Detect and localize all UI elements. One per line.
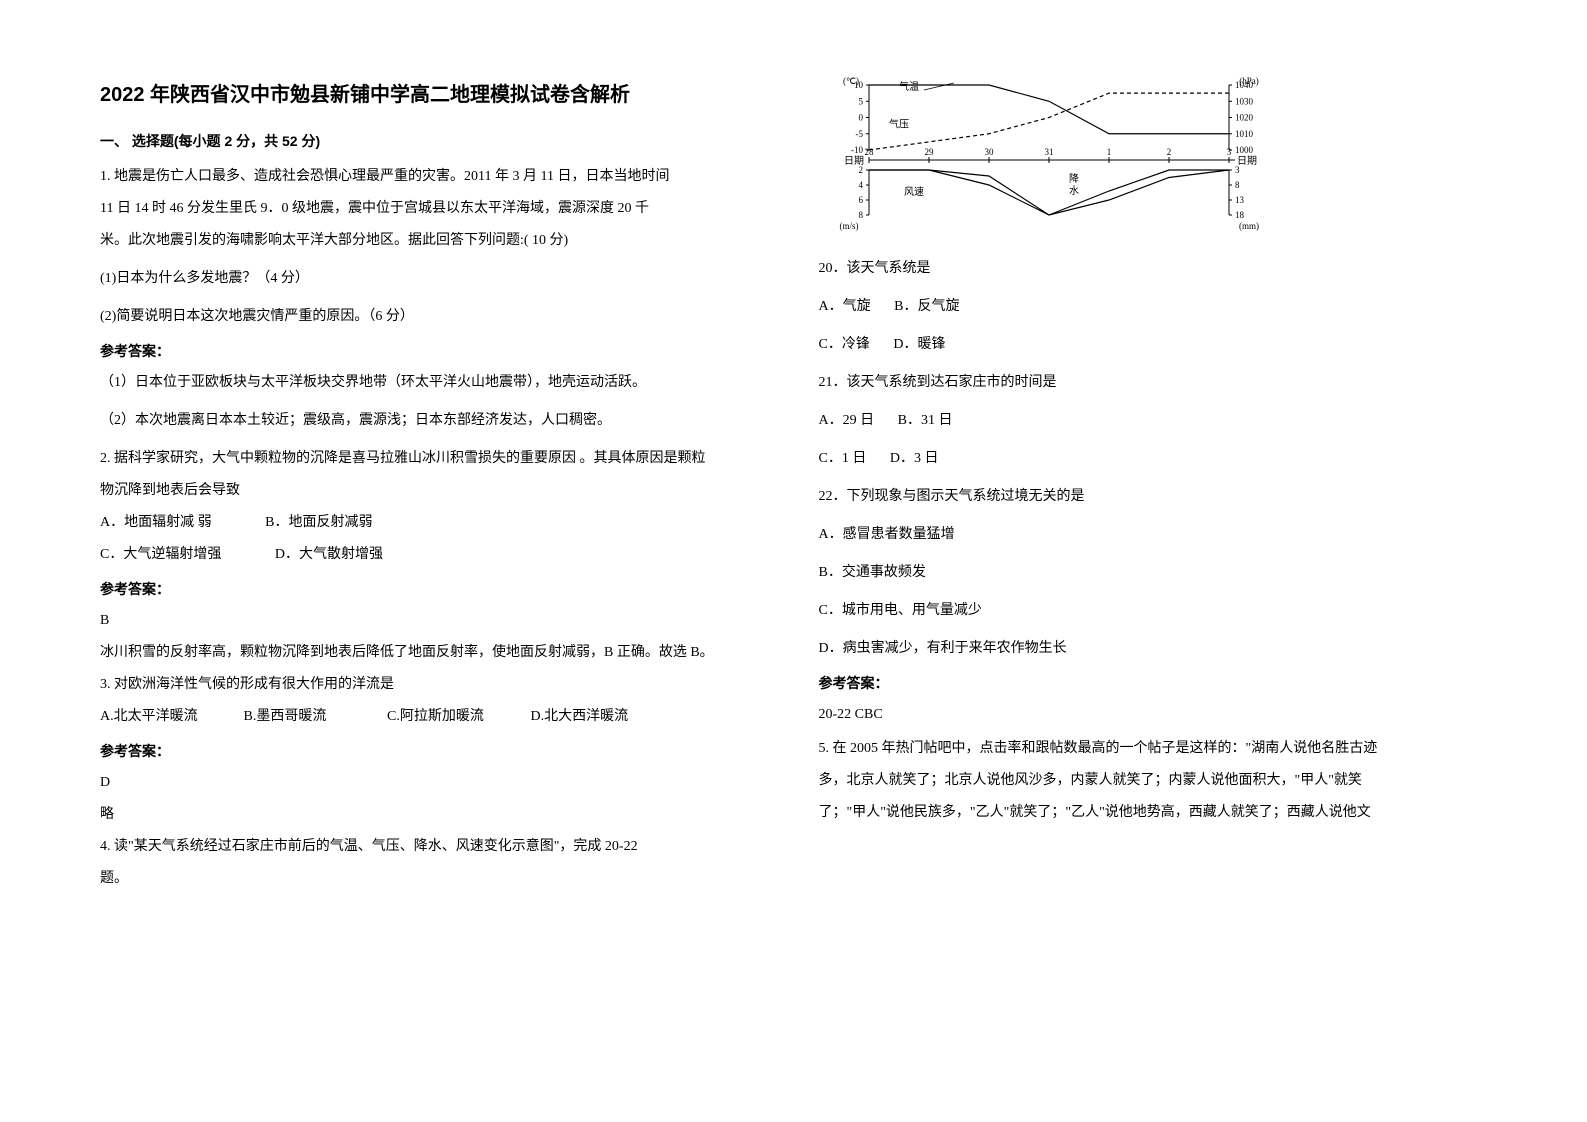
q22-optD: D．病虫害减少，有利于来年农作物生长	[819, 635, 1488, 663]
q2-optB: B．地面反射减弱	[265, 509, 372, 537]
answer-label: 参考答案：	[819, 669, 1488, 697]
weather-chart-svg: 1050-5-10(℃)10401030102010101000(hPa)282…	[819, 75, 1279, 245]
q3-stem: 3. 对欧洲海洋性气候的形成有很大作用的洋流是	[100, 671, 769, 699]
q3-optD: D.北大西洋暖流	[531, 703, 629, 731]
q5-line1: 5. 在 2005 年热门帖吧中，点击率和跟帖数最高的一个帖子是这样的："湖南人…	[819, 735, 1488, 763]
svg-text:(m/s): (m/s)	[839, 221, 858, 231]
answer-label: 参考答案：	[100, 337, 769, 365]
q3-optA: A.北太平洋暖流	[100, 703, 240, 731]
q2-stem-line2: 物沉降到地表后会导致	[100, 477, 769, 505]
q22-optC: C．城市用电、用气量减少	[819, 597, 1488, 625]
q2-ans: B	[100, 607, 769, 635]
q2-stem-line1: 2. 据科学家研究，大气中颗粒物的沉降是喜马拉雅山冰川积雪损失的重要原因 。其具…	[100, 445, 769, 473]
svg-text:28: 28	[864, 147, 874, 157]
q20-row2: C．冷锋 D．暖锋	[819, 331, 1488, 359]
svg-text:2: 2	[1166, 147, 1171, 157]
q1-stem-line3: 米。此次地震引发的海啸影响太平洋大部分地区。据此回答下列问题:( 10 分)	[100, 227, 769, 255]
q3-optC: C.阿拉斯加暖流	[387, 703, 527, 731]
q3-ans: D	[100, 769, 769, 797]
q21-row2: C．1 日 D．3 日	[819, 445, 1488, 473]
svg-text:5: 5	[858, 96, 863, 106]
svg-text:31: 31	[1044, 147, 1053, 157]
svg-text:4: 4	[858, 180, 863, 190]
svg-text:8: 8	[858, 210, 863, 220]
weather-chart: 1050-5-10(℃)10401030102010101000(hPa)282…	[819, 75, 1279, 245]
q2-optD: D．大气散射增强	[275, 541, 383, 569]
svg-text:(℃): (℃)	[842, 76, 858, 86]
svg-text:30: 30	[984, 147, 994, 157]
svg-text:3: 3	[1235, 165, 1240, 175]
q21-optB: B．31 日	[898, 407, 953, 435]
svg-text:(mm): (mm)	[1239, 221, 1259, 231]
svg-text:1030: 1030	[1235, 96, 1254, 106]
q3-optB: B.墨西哥暖流	[244, 703, 384, 731]
svg-text:气压: 气压	[889, 117, 909, 130]
svg-text:降: 降	[1069, 172, 1079, 185]
svg-text:0: 0	[858, 113, 863, 123]
svg-text:1000: 1000	[1235, 145, 1254, 155]
q1-sub2: (2)简要说明日本这次地震灾情严重的原因。（6 分）	[100, 303, 769, 331]
q20-optB: B．反气旋	[894, 293, 959, 321]
q2-optC: C．大气逆辐射增强	[100, 541, 221, 569]
q1-stem-line1: 1. 地震是伤亡人口最多、造成社会恐惧心理最严重的灾害。2011 年 3 月 1…	[100, 163, 769, 191]
svg-text:风速: 风速	[904, 186, 924, 198]
svg-text:18: 18	[1235, 210, 1245, 220]
left-column: 2022 年陕西省汉中市勉县新铺中学高二地理模拟试卷含解析 一、 选择题(每小题…	[100, 75, 769, 1082]
q21-optC: C．1 日	[819, 445, 867, 473]
q22-optA: A．感冒患者数量猛增	[819, 521, 1488, 549]
q21-stem: 21．该天气系统到达石家庄市的时间是	[819, 369, 1488, 397]
q1-ans1: （1）日本位于亚欧板块与太平洋板块交界地带（环太平洋火山地震带），地壳运动活跃。	[100, 369, 769, 397]
q3-options: A.北太平洋暖流 B.墨西哥暖流 C.阿拉斯加暖流 D.北大西洋暖流	[100, 703, 769, 731]
ans-20-22: 20-22 CBC	[819, 701, 1488, 729]
q2-optA: A．地面辐射减 弱	[100, 509, 212, 537]
svg-text:6: 6	[858, 195, 863, 205]
q2-options-row2: C．大气逆辐射增强 D．大气散射增强	[100, 541, 769, 569]
q22-optB: B．交通事故频发	[819, 559, 1488, 587]
svg-text:-5: -5	[855, 129, 863, 139]
q2-expl: 冰川积雪的反射率高，颗粒物沉降到地表后降低了地面反射率，使地面反射减弱，B 正确…	[100, 639, 769, 667]
document-title: 2022 年陕西省汉中市勉县新铺中学高二地理模拟试卷含解析	[100, 75, 769, 115]
q5-line3: 了；"甲人"说他民族多，"乙人"就笑了；"乙人"说他地势高，西藏人就笑了；西藏人…	[819, 799, 1488, 827]
answer-label: 参考答案：	[100, 737, 769, 765]
svg-text:(hPa): (hPa)	[1239, 76, 1259, 86]
svg-text:水: 水	[1069, 185, 1079, 197]
svg-text:13: 13	[1235, 195, 1245, 205]
svg-text:日期: 日期	[1237, 155, 1257, 167]
q1-ans2: （2）本次地震离日本本土较近；震级高，震源浅；日本东部经济发达，人口稠密。	[100, 407, 769, 435]
svg-text:气温: 气温	[899, 80, 919, 93]
q21-optD: D．3 日	[890, 445, 939, 473]
q2-options-row1: A．地面辐射减 弱 B．地面反射减弱	[100, 509, 769, 537]
svg-text:1010: 1010	[1235, 129, 1254, 139]
right-column: 1050-5-10(℃)10401030102010101000(hPa)282…	[819, 75, 1488, 1082]
q20-optD: D．暖锋	[893, 331, 945, 359]
q1-sub1: (1)日本为什么多发地震？（4 分）	[100, 265, 769, 293]
q21-optA: A．29 日	[819, 407, 875, 435]
section-header: 一、 选择题(每小题 2 分，共 52 分)	[100, 127, 769, 155]
q4-stem-line2: 题。	[100, 865, 769, 893]
q5-line2: 多，北京人就笑了；北京人说他风沙多，内蒙人就笑了；内蒙人说他面积大，"甲人"就笑	[819, 767, 1488, 795]
answer-label: 参考答案：	[100, 575, 769, 603]
q20-optA: A．气旋	[819, 293, 871, 321]
svg-text:1: 1	[1106, 147, 1111, 157]
q20-stem: 20．该天气系统是	[819, 255, 1488, 283]
svg-text:3: 3	[1226, 147, 1231, 157]
q20-row1: A．气旋 B．反气旋	[819, 293, 1488, 321]
svg-text:2: 2	[858, 165, 863, 175]
svg-text:8: 8	[1235, 180, 1240, 190]
q4-stem-line1: 4. 读"某天气系统经过石家庄市前后的气温、气压、降水、风速变化示意图"，完成 …	[100, 833, 769, 861]
svg-text:29: 29	[924, 147, 934, 157]
q3-expl: 略	[100, 801, 769, 829]
q22-stem: 22．下列现象与图示天气系统过境无关的是	[819, 483, 1488, 511]
q1-stem-line2: 11 日 14 时 46 分发生里氏 9．0 级地震，震中位于宫城县以东太平洋海…	[100, 195, 769, 223]
q20-optC: C．冷锋	[819, 331, 870, 359]
q21-row1: A．29 日 B．31 日	[819, 407, 1488, 435]
svg-text:-10: -10	[851, 145, 863, 155]
svg-text:1020: 1020	[1235, 113, 1254, 123]
